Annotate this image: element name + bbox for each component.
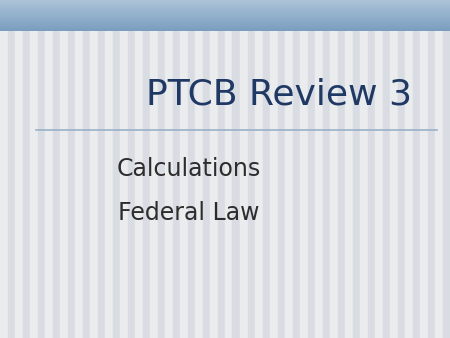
Bar — [0, 16, 450, 17]
Bar — [323, 0, 330, 338]
Bar — [0, 4, 450, 5]
Bar — [300, 0, 307, 338]
Bar — [135, 0, 143, 338]
Bar — [428, 0, 435, 338]
Text: PTCB Review 3: PTCB Review 3 — [146, 78, 412, 112]
Bar — [217, 0, 225, 338]
Bar — [382, 0, 390, 338]
Bar — [307, 0, 315, 338]
Bar — [0, 15, 450, 16]
Bar — [0, 18, 450, 19]
Bar — [0, 0, 450, 1]
Bar — [82, 0, 90, 338]
Bar — [360, 0, 368, 338]
Bar — [60, 0, 68, 338]
Bar — [420, 0, 428, 338]
Bar — [30, 0, 37, 338]
Bar — [0, 27, 450, 28]
Bar — [270, 0, 278, 338]
Bar — [172, 0, 180, 338]
Bar — [262, 0, 270, 338]
Bar — [285, 0, 293, 338]
Bar — [0, 25, 450, 26]
Bar — [90, 0, 98, 338]
Bar — [338, 0, 345, 338]
Bar — [0, 17, 450, 18]
Bar — [225, 0, 233, 338]
Bar — [112, 0, 120, 338]
Bar — [315, 0, 323, 338]
Bar — [352, 0, 360, 338]
Bar — [292, 0, 300, 338]
Bar — [98, 0, 105, 338]
Text: Calculations: Calculations — [117, 157, 261, 181]
Bar — [255, 0, 262, 338]
Bar — [0, 26, 450, 27]
Bar — [68, 0, 75, 338]
Bar — [45, 0, 53, 338]
Bar — [278, 0, 285, 338]
Bar — [0, 20, 450, 21]
Bar — [0, 0, 8, 338]
Bar — [120, 0, 127, 338]
Bar — [0, 5, 450, 6]
Bar — [22, 0, 30, 338]
Bar — [0, 1, 450, 2]
Bar — [188, 0, 195, 338]
Bar — [0, 23, 450, 24]
Bar — [435, 0, 442, 338]
Bar — [150, 0, 157, 338]
Bar — [8, 0, 15, 338]
Bar — [180, 0, 188, 338]
Bar — [195, 0, 202, 338]
Bar — [330, 0, 338, 338]
Bar — [0, 28, 450, 29]
Bar — [105, 0, 112, 338]
Bar — [0, 2, 450, 3]
Bar — [405, 0, 413, 338]
Bar — [53, 0, 60, 338]
Bar — [15, 0, 22, 338]
Bar — [75, 0, 82, 338]
Bar — [368, 0, 375, 338]
Bar — [233, 0, 240, 338]
Bar — [0, 11, 450, 13]
Bar — [0, 19, 450, 20]
Bar — [37, 0, 45, 338]
Bar — [202, 0, 210, 338]
Bar — [0, 8, 450, 9]
Bar — [390, 0, 397, 338]
Bar — [345, 0, 352, 338]
Bar — [165, 0, 172, 338]
Bar — [0, 24, 450, 25]
Bar — [0, 10, 450, 11]
Bar — [127, 0, 135, 338]
Bar — [0, 13, 450, 14]
Bar — [0, 3, 450, 4]
Bar — [0, 29, 450, 30]
Bar — [0, 7, 450, 8]
Bar — [0, 30, 450, 31]
Bar — [397, 0, 405, 338]
Bar — [248, 0, 255, 338]
Bar — [0, 9, 450, 10]
Bar — [210, 0, 217, 338]
Bar — [0, 21, 450, 22]
Bar — [143, 0, 150, 338]
Bar — [0, 14, 450, 15]
Text: Federal Law: Federal Law — [118, 201, 260, 225]
Bar — [375, 0, 382, 338]
Bar — [158, 0, 165, 338]
Bar — [442, 0, 450, 338]
Bar — [0, 22, 450, 23]
Bar — [413, 0, 420, 338]
Bar — [0, 6, 450, 7]
Bar — [240, 0, 248, 338]
